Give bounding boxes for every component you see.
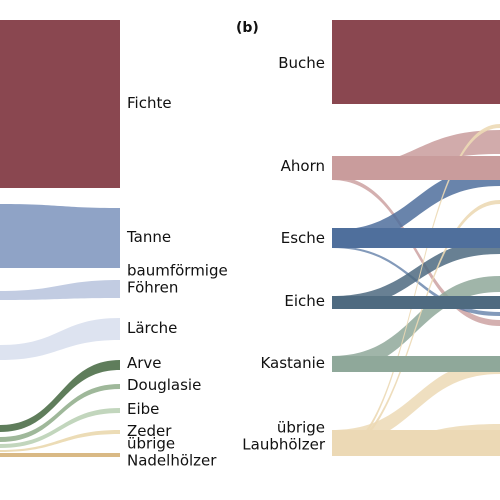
label-kastanie: Kastanie xyxy=(260,354,325,372)
flow-ahorn-2 xyxy=(332,176,500,326)
node-buche xyxy=(332,20,500,104)
label-eiche: Eiche xyxy=(284,292,325,310)
flow-douglasie xyxy=(0,384,120,442)
flow-uebrige_laub-4 xyxy=(332,200,500,454)
label-tanne: Tanne xyxy=(126,228,171,246)
flow-uebrige_nadel xyxy=(0,453,120,457)
node-ahorn xyxy=(332,156,500,180)
node-kastanie xyxy=(332,356,500,372)
node-eiche xyxy=(332,296,500,309)
label-esche: Esche xyxy=(281,229,325,247)
panel-b-labels: Buche Ahorn Esche Eiche Kastanie übrige Laubhö… xyxy=(242,54,326,454)
panel-b-nodes xyxy=(332,20,500,456)
flow-zeder xyxy=(0,430,120,452)
node-fichte xyxy=(0,20,120,188)
flow-tanne xyxy=(0,204,120,268)
label-douglasie: Douglasie xyxy=(127,376,201,394)
label-buche: Buche xyxy=(278,54,325,72)
label-arve: Arve xyxy=(127,354,162,372)
flow-eiche-1 xyxy=(332,240,500,309)
label-fichte: Fichte xyxy=(127,94,172,112)
label-laerche: Lärche xyxy=(127,319,177,337)
flow-uebrige_laub-3 xyxy=(332,124,500,456)
panel-a-flows xyxy=(0,204,120,457)
label-uebrige_nadel: übrige Nadelhölzer xyxy=(127,435,217,470)
flow-eibe xyxy=(0,408,120,448)
label-eibe: Eibe xyxy=(127,400,159,418)
flow-arve xyxy=(0,360,120,432)
label-foehren: baumförmige Föhren xyxy=(127,262,228,297)
label-ahorn: Ahorn xyxy=(281,157,325,175)
flow-foehren xyxy=(0,280,120,300)
panel-a-nodes xyxy=(0,20,120,188)
node-esche xyxy=(332,228,500,248)
panel-b: (b) Buche Ahorn Esche Eiche Kastanie übrige La… xyxy=(236,20,500,456)
panel-b-label: (b) xyxy=(236,20,259,36)
label-zeder: Zeder xyxy=(127,422,172,440)
flow-laerche xyxy=(0,318,120,360)
flow-esche-1 xyxy=(332,166,500,248)
label-uebrige_laub: übrige Laubhölzer xyxy=(242,419,326,454)
node-uebrige_laub xyxy=(332,430,500,456)
panel-a-labels: Fichte Tanne baumförmige Föhren Lärche Arve Do… xyxy=(126,94,228,470)
panel-a: Fichte Tanne baumförmige Föhren Lärche Arve Do… xyxy=(0,20,228,470)
